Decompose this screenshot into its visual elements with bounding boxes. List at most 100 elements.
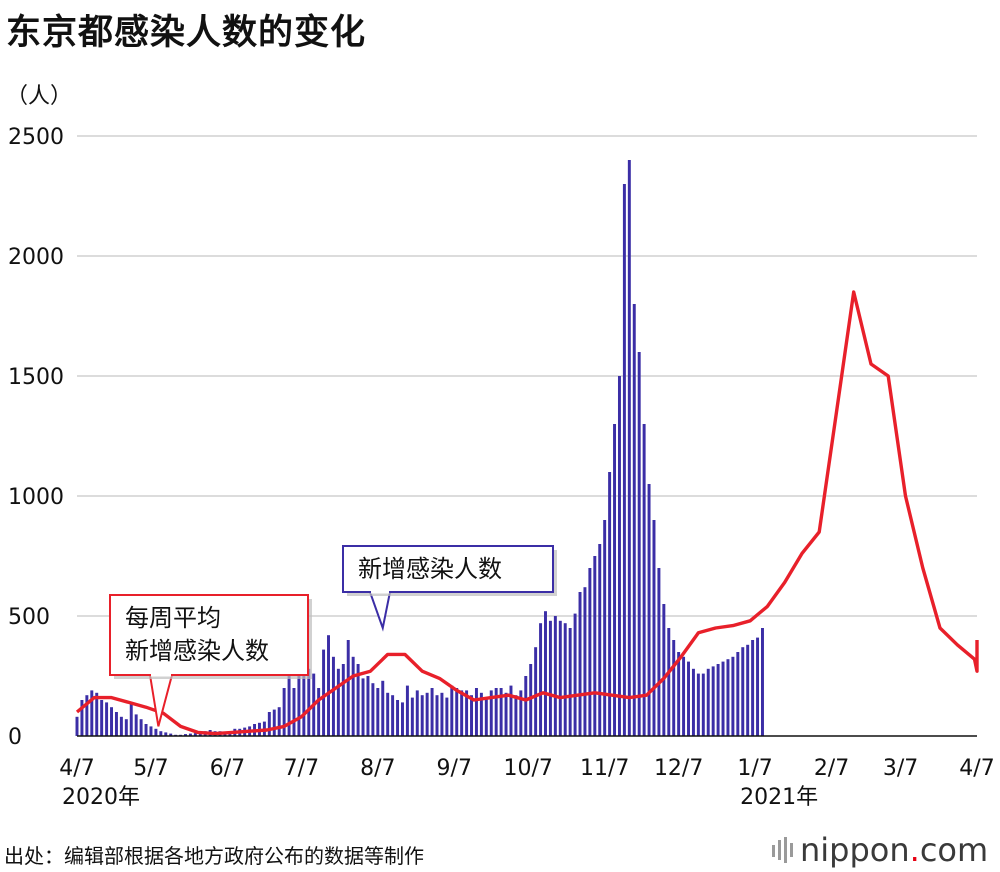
bar — [632, 304, 636, 736]
y-tick-label: 1500 — [8, 365, 64, 390]
x-year-label: 2020年 — [62, 785, 140, 810]
bar — [322, 649, 326, 736]
x-tick-label: 6/7 — [210, 756, 245, 781]
bar — [346, 640, 350, 736]
bar — [297, 664, 301, 736]
bar — [164, 732, 168, 736]
bar — [80, 700, 84, 736]
bar — [351, 656, 355, 736]
bar — [470, 695, 473, 736]
bar — [410, 697, 414, 736]
x-year-label: 2021年 — [740, 785, 818, 810]
x-tick-label: 1/7 — [737, 756, 772, 781]
bar — [386, 692, 390, 736]
bar — [455, 688, 459, 736]
bar — [193, 733, 197, 736]
bar — [524, 676, 528, 736]
bar — [366, 676, 370, 736]
bar — [647, 484, 651, 736]
bar — [598, 544, 602, 736]
x-tick-label: 12/7 — [654, 756, 703, 781]
y-tick-label: 0 — [8, 725, 22, 750]
bar — [726, 659, 730, 736]
bar — [401, 702, 404, 736]
bar — [425, 692, 429, 736]
bar — [553, 616, 557, 736]
bar — [460, 690, 464, 736]
y-tick-label: 2500 — [8, 125, 64, 150]
bar — [302, 659, 306, 736]
callout-label: 新增感染人数 — [125, 637, 269, 665]
bar — [573, 613, 577, 736]
bar — [613, 424, 617, 736]
bar — [405, 685, 409, 736]
bar — [489, 690, 493, 736]
bar — [445, 697, 449, 736]
bar — [287, 676, 291, 736]
bar — [376, 688, 380, 736]
bar — [696, 673, 700, 736]
bar — [756, 637, 760, 736]
bar — [637, 352, 641, 736]
bar — [134, 714, 138, 736]
bar — [159, 731, 163, 736]
bar — [548, 620, 552, 736]
bar — [583, 587, 587, 736]
callout-label: 每周平均 — [125, 604, 221, 632]
bar — [716, 664, 720, 736]
bar — [741, 647, 745, 736]
bar — [746, 644, 750, 736]
bar — [588, 568, 592, 736]
bar — [627, 160, 631, 736]
bar — [435, 695, 439, 736]
bar — [450, 685, 454, 736]
bar — [361, 678, 365, 736]
bar — [336, 668, 340, 736]
bar — [277, 707, 281, 736]
bar — [90, 690, 94, 736]
bar — [682, 656, 686, 736]
y-axis-unit: （人） — [6, 84, 73, 109]
bar — [184, 734, 187, 736]
bar — [154, 728, 158, 736]
x-tick-label: 11/7 — [580, 756, 629, 781]
bar — [578, 592, 582, 736]
bar — [139, 719, 143, 736]
bar — [558, 620, 562, 736]
bar — [415, 690, 419, 736]
bar — [267, 712, 271, 736]
bar — [317, 688, 321, 736]
bar — [563, 623, 567, 736]
bar — [751, 640, 755, 736]
bar — [124, 719, 128, 736]
bar — [381, 680, 385, 736]
bar — [479, 692, 483, 736]
bar — [484, 697, 488, 736]
bar — [110, 707, 113, 736]
bar — [529, 664, 533, 736]
bar — [731, 656, 735, 736]
bar — [662, 604, 666, 736]
bar — [736, 652, 740, 736]
x-axis-tick-labels: 4/7 2020年 5/7 6/7 7/7 8/7 9/7 10/7 11/7 12/7 1/7 20… — [59, 756, 994, 810]
callout-box — [342, 545, 554, 593]
bar — [706, 668, 710, 736]
bar — [509, 685, 513, 736]
bar — [761, 628, 764, 736]
bar — [327, 635, 330, 736]
bar — [169, 733, 173, 736]
x-tick-label: 10/7 — [504, 756, 553, 781]
x-tick-label: 9/7 — [437, 756, 472, 781]
bar — [341, 664, 345, 736]
bar — [371, 683, 375, 736]
bar — [440, 692, 444, 736]
logo-wordmark: nippon.com — [800, 831, 989, 869]
chart-title: 东京都感染人数的变化 — [6, 13, 367, 53]
bar — [603, 520, 607, 736]
bar — [721, 661, 725, 736]
bar — [119, 716, 123, 736]
bar — [129, 702, 133, 736]
bar — [677, 652, 681, 736]
bar — [514, 695, 518, 736]
